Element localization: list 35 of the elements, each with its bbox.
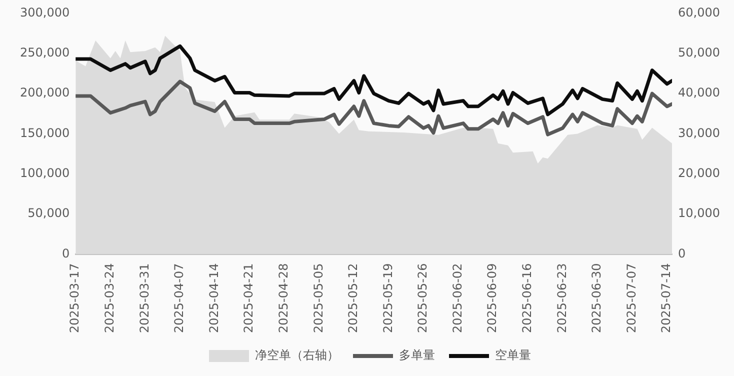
x-tick-label: 2025-06-23 <box>554 263 569 334</box>
x-tick-label: 2025-04-07 <box>172 263 186 334</box>
y-tick-label: 200,000 <box>20 86 70 100</box>
x-tick-label: 2025-04-14 <box>206 263 221 334</box>
y2-tick-label: 50,000 <box>678 46 720 60</box>
legend-label: 空单量 <box>495 348 531 362</box>
y2-tick-label: 10,000 <box>678 206 720 220</box>
x-tick-label: 2025-06-02 <box>450 263 464 334</box>
y2-tick-label: 40,000 <box>678 86 720 100</box>
x-tick-label: 2025-03-24 <box>102 263 117 334</box>
x-tick-label: 2025-03-17 <box>68 263 82 334</box>
legend-label: 多单量 <box>399 348 435 362</box>
x-tick-label: 2025-07-14 <box>659 263 674 334</box>
x-tick-label: 2025-05-19 <box>380 263 395 334</box>
y-tick-label: 0 <box>62 246 70 260</box>
x-tick-label: 2025-07-07 <box>624 263 638 334</box>
x-tick-label: 2025-06-16 <box>520 263 534 334</box>
x-tick-label: 2025-05-12 <box>346 263 360 334</box>
y2-tick-label: 30,000 <box>678 126 720 140</box>
y-tick-label: 250,000 <box>20 46 70 60</box>
y2-tick-label: 0 <box>678 246 686 260</box>
y-tick-label: 300,000 <box>20 5 70 20</box>
y-tick-label: 150,000 <box>20 126 70 140</box>
x-tick-label: 2025-05-05 <box>311 263 326 334</box>
x-tick-label: 2025-06-30 <box>590 263 604 334</box>
y-tick-label: 50,000 <box>28 206 70 220</box>
x-tick-label: 2025-05-26 <box>416 263 430 334</box>
x-tick-label: 2025-04-28 <box>276 263 290 334</box>
y-tick-label: 100,000 <box>20 166 70 180</box>
y2-tick-label: 20,000 <box>678 166 720 180</box>
legend-label: 净空单（右轴） <box>255 348 339 362</box>
y2-tick-label: 60,000 <box>678 5 720 20</box>
x-tick-label: 2025-06-09 <box>485 263 500 334</box>
x-tick-label: 2025-04-21 <box>242 263 256 334</box>
x-tick-label: 2025-03-31 <box>137 263 152 334</box>
